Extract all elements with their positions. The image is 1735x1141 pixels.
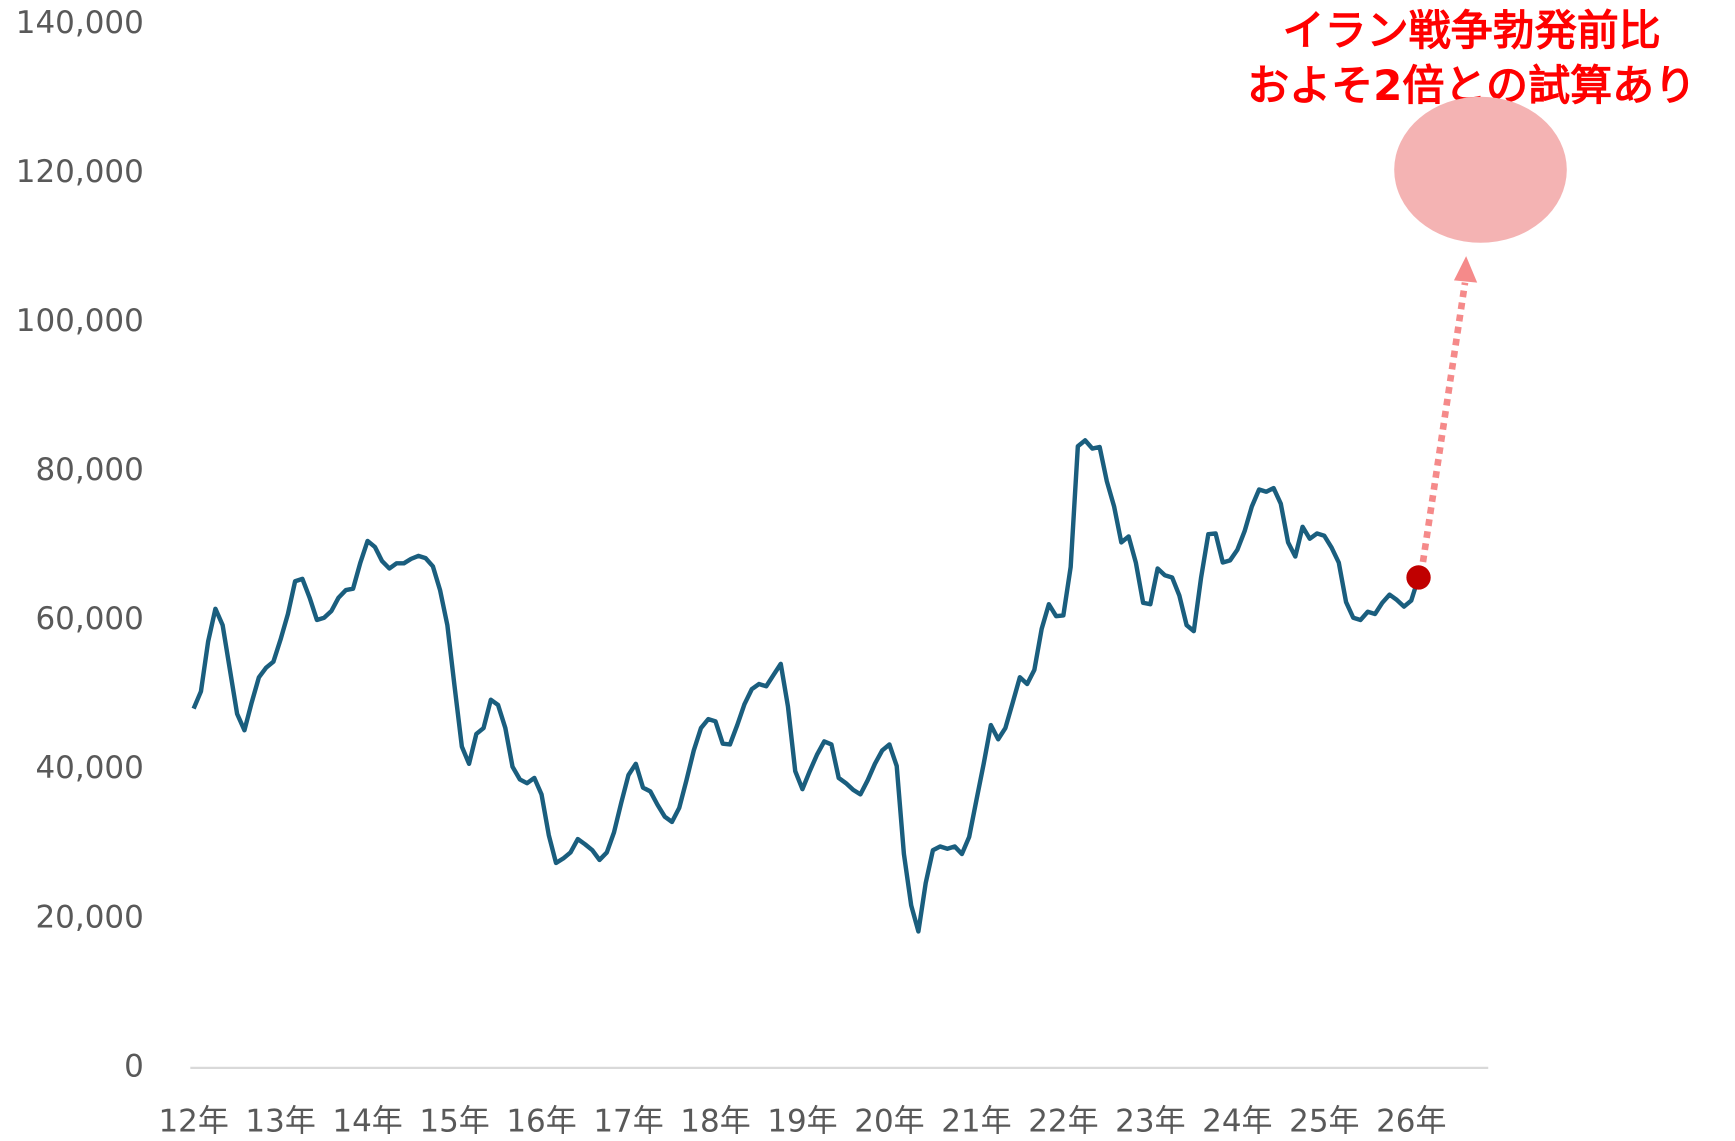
annotation: イラン戦争勃発前比 <box>1283 6 1661 55</box>
projection-ellipse <box>1394 96 1567 243</box>
x-tick-label: 14年 <box>332 1104 402 1140</box>
projection-arrow <box>1419 282 1469 563</box>
end-marker <box>1406 565 1431 590</box>
x-tick-label: 16年 <box>506 1104 576 1140</box>
y-tick-label: 80,000 <box>35 452 143 488</box>
x-tick-label: 21年 <box>941 1104 1011 1140</box>
y-tick-label: 100,000 <box>16 303 144 339</box>
y-tick-label: 20,000 <box>35 899 143 935</box>
x-tick-label: 24年 <box>1202 1104 1272 1140</box>
x-tick-label: 15年 <box>419 1104 489 1140</box>
x-tick-label: 13年 <box>245 1104 315 1140</box>
x-tick-label: 19年 <box>767 1104 837 1140</box>
x-tick-label: 22年 <box>1028 1104 1098 1140</box>
y-tick-label: 0 <box>124 1048 144 1084</box>
y-tick-label: 120,000 <box>16 154 144 190</box>
arrow-head <box>1453 256 1478 283</box>
x-tick-label: 20年 <box>854 1104 924 1140</box>
y-tick-label: 60,000 <box>35 601 143 637</box>
x-tick-label: 18年 <box>680 1104 750 1140</box>
x-tick-label: 26年 <box>1376 1104 1446 1140</box>
x-tick-label: 25年 <box>1289 1104 1359 1140</box>
y-tick-label: 140,000 <box>16 5 144 41</box>
y-tick-label: 40,000 <box>35 750 143 786</box>
x-tick-label: 23年 <box>1115 1104 1185 1140</box>
line-series <box>191 438 1421 934</box>
x-tick-label: 12年 <box>158 1104 228 1140</box>
x-tick-label: 17年 <box>593 1104 663 1140</box>
